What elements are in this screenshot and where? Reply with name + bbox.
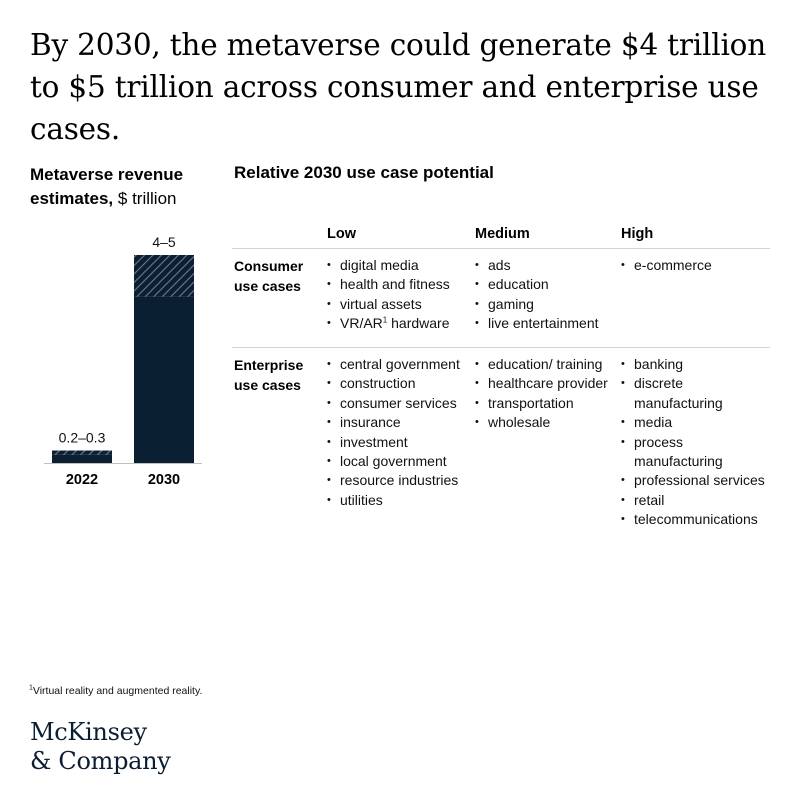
- column-header-medium: Medium: [475, 226, 530, 242]
- mckinsey-logo: McKinsey & Company: [30, 718, 171, 776]
- cell-consumer-high: e-commerce: [621, 256, 771, 276]
- footnote: 1Virtual reality and augmented reality.: [29, 684, 203, 698]
- use-case-item: health and fitness: [327, 275, 477, 295]
- footnote-text: Virtual reality and augmented reality.: [32, 685, 203, 697]
- use-case-item: construction: [327, 374, 477, 394]
- bar-2030-lower: [134, 296, 194, 463]
- bar-2022-lower: [52, 454, 112, 463]
- use-case-item: banking: [621, 355, 771, 375]
- use-case-item: media: [621, 413, 771, 433]
- use-case-item: digital media: [327, 256, 477, 276]
- chart-title: Metaverse revenue estimates, $ trillion: [30, 163, 220, 211]
- use-case-item: e-commerce: [621, 256, 771, 276]
- footnote-marker: 1: [29, 684, 33, 692]
- use-case-item: resource industries: [327, 471, 477, 491]
- use-case-item: wholesale: [475, 413, 625, 433]
- use-case-item: education: [475, 275, 625, 295]
- cell-enterprise-high: bankingdiscrete manufacturingmediaproces…: [621, 355, 771, 530]
- bar-2022-range: [52, 450, 112, 455]
- use-case-item: investment: [327, 433, 477, 453]
- use-case-item: live entertainment: [475, 314, 625, 334]
- use-case-item: telecommunications: [621, 510, 771, 530]
- column-header-high: High: [621, 226, 654, 242]
- table-title: Relative 2030 use case potential: [234, 163, 494, 182]
- row-label-enterprise: Enterprise use cases: [234, 357, 304, 393]
- use-case-item: healthcare provider: [475, 374, 625, 394]
- category-label-2022: 2022: [66, 472, 98, 488]
- use-case-item: transportation: [475, 394, 625, 414]
- table-rule-top: [232, 248, 770, 249]
- cell-enterprise-medium: education/ traininghealthcare providertr…: [475, 355, 625, 433]
- use-case-item: central government: [327, 355, 477, 375]
- revenue-bar-chart: 0.2–0.3 2022 4–5 2030: [44, 234, 202, 488]
- cell-consumer-medium: adseducationgaminglive entertainment: [475, 256, 625, 334]
- logo-line-2: & Company: [30, 747, 171, 775]
- use-case-item: process manufacturing: [621, 433, 771, 472]
- cell-enterprise-low: central governmentconstructionconsumer s…: [327, 355, 477, 511]
- value-label-2022: 0.2–0.3: [59, 430, 106, 446]
- use-case-item: VR/AR1 hardware: [327, 314, 477, 334]
- use-case-item: virtual assets: [327, 295, 477, 315]
- use-case-item: local government: [327, 452, 477, 472]
- use-case-item: education/ training: [475, 355, 625, 375]
- table-rule-middle: [232, 347, 770, 348]
- value-label-2030: 4–5: [152, 234, 176, 250]
- use-case-item: discrete manufacturing: [621, 374, 771, 413]
- use-case-item: insurance: [327, 413, 477, 433]
- chart-title-unit: $ trillion: [117, 189, 177, 208]
- bar-2030-range: [134, 255, 194, 297]
- column-header-low: Low: [327, 226, 356, 242]
- use-case-item: gaming: [475, 295, 625, 315]
- use-case-item: consumer services: [327, 394, 477, 414]
- chart-title-bold: Metaverse revenue estimates,: [30, 165, 184, 208]
- category-label-2030: 2030: [148, 472, 180, 488]
- use-case-item: retail: [621, 491, 771, 511]
- headline: By 2030, the metaverse could generate $4…: [30, 28, 767, 146]
- use-case-item: utilities: [327, 491, 477, 511]
- use-case-item: ads: [475, 256, 625, 276]
- logo-line-1: McKinsey: [30, 718, 147, 746]
- row-label-consumer: Consumer use cases: [234, 258, 304, 294]
- cell-consumer-low: digital mediahealth and fitnessvirtual a…: [327, 256, 477, 334]
- use-case-item: professional services: [621, 471, 771, 491]
